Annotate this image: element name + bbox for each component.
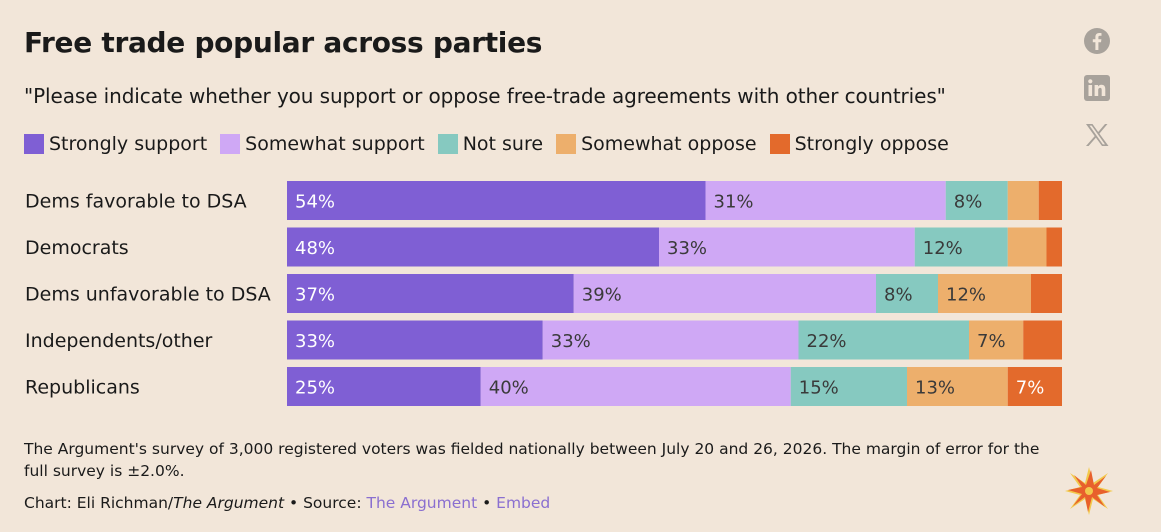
legend-swatch (220, 134, 241, 154)
bar-segment (1007, 227, 1047, 267)
data-label: 40% (489, 378, 529, 399)
data-label: 8% (954, 192, 983, 213)
bar-segment (914, 227, 1008, 267)
credit-separator: • (477, 494, 497, 512)
data-label: 39% (582, 285, 622, 306)
bar-segment (1038, 181, 1062, 220)
legend-item: Somewhat support (220, 133, 425, 155)
bar-segment (542, 320, 799, 360)
bar-segment (1007, 367, 1062, 406)
bar-segment (1046, 227, 1062, 267)
bar-segment (938, 274, 1031, 313)
category-label: Dems favorable to DSA (25, 191, 247, 213)
category-label: Independents/other (25, 330, 213, 352)
data-label: 25% (295, 378, 335, 399)
chart-title: Free trade popular across parties (24, 26, 543, 59)
bar-segment (945, 181, 1008, 220)
credit-separator: • Source: (284, 494, 367, 512)
legend-label: Somewhat support (245, 133, 425, 155)
credit-author: Chart: Eli Richman/ (24, 494, 174, 512)
bar-segment (287, 274, 574, 313)
data-label: 31% (714, 192, 754, 213)
bar-segment (287, 320, 543, 360)
data-label: 54% (295, 192, 335, 213)
category-label: Dems unfavorable to DSA (25, 284, 271, 306)
legend-swatch (556, 134, 577, 154)
facebook-icon[interactable] (1082, 26, 1112, 56)
category-label: Republicans (25, 377, 140, 399)
linkedin-icon[interactable] (1082, 73, 1112, 103)
bar-segment (573, 274, 876, 313)
chart-subtitle: "Please indicate whether you support or … (24, 84, 946, 108)
category-label: Democrats (25, 237, 129, 259)
bar-segment (798, 320, 969, 360)
bar-segment (287, 181, 706, 220)
footnote: The Argument's survey of 3,000 registere… (24, 440, 1040, 480)
embed-link[interactable]: Embed (496, 494, 551, 512)
data-label: 33% (551, 331, 591, 352)
legend-item: Somewhat oppose (556, 133, 757, 155)
argument-logo-icon (1064, 466, 1114, 520)
bar-segment (1007, 181, 1039, 220)
x-icon[interactable] (1082, 120, 1112, 150)
bar-segment (1023, 320, 1062, 360)
bar-segment (659, 227, 915, 267)
bar-segment (287, 227, 659, 267)
credit-publication: The Argument (173, 494, 285, 512)
data-label: 37% (295, 285, 335, 306)
bar-segment (1031, 274, 1062, 313)
bar-segment (790, 367, 907, 406)
source-link[interactable]: The Argument (366, 494, 478, 512)
bar-segment (907, 367, 1008, 406)
data-label: 8% (884, 285, 913, 306)
legend-label: Not sure (462, 133, 544, 155)
legend-swatch (24, 134, 44, 154)
legend-item: Strongly oppose (769, 133, 949, 155)
bar-segment (287, 367, 481, 406)
bar-segment (480, 367, 791, 406)
legend-item: Strongly support (24, 133, 207, 155)
data-label: 12% (946, 285, 986, 306)
bar-segment (969, 320, 1024, 360)
data-label: 7% (977, 331, 1006, 352)
credit-line: Chart: Eli Richman/The Argument • Source… (24, 494, 550, 512)
legend-label: Somewhat oppose (581, 133, 757, 155)
data-label: 22% (807, 331, 847, 352)
data-label: 48% (295, 238, 335, 259)
data-label: 33% (295, 331, 335, 352)
legend-label: Strongly support (49, 133, 208, 155)
data-label: 15% (799, 378, 839, 399)
legend-item: Not sure (437, 133, 544, 155)
legend-label: Strongly oppose (794, 133, 949, 155)
bar-segment (876, 274, 938, 313)
data-label: 7% (1016, 378, 1045, 399)
data-label: 33% (667, 238, 707, 259)
stacked-bar-chart: Dems favorable to DSA 54% 31% 8% Democrats 48… (25, 181, 1062, 406)
data-label: 12% (923, 238, 963, 259)
bar-segment (705, 181, 946, 220)
data-label: 13% (915, 378, 955, 399)
legend-swatch (769, 134, 790, 154)
legend: Strongly support Somewhat support Not sure… (24, 133, 962, 155)
legend-swatch (437, 134, 458, 154)
